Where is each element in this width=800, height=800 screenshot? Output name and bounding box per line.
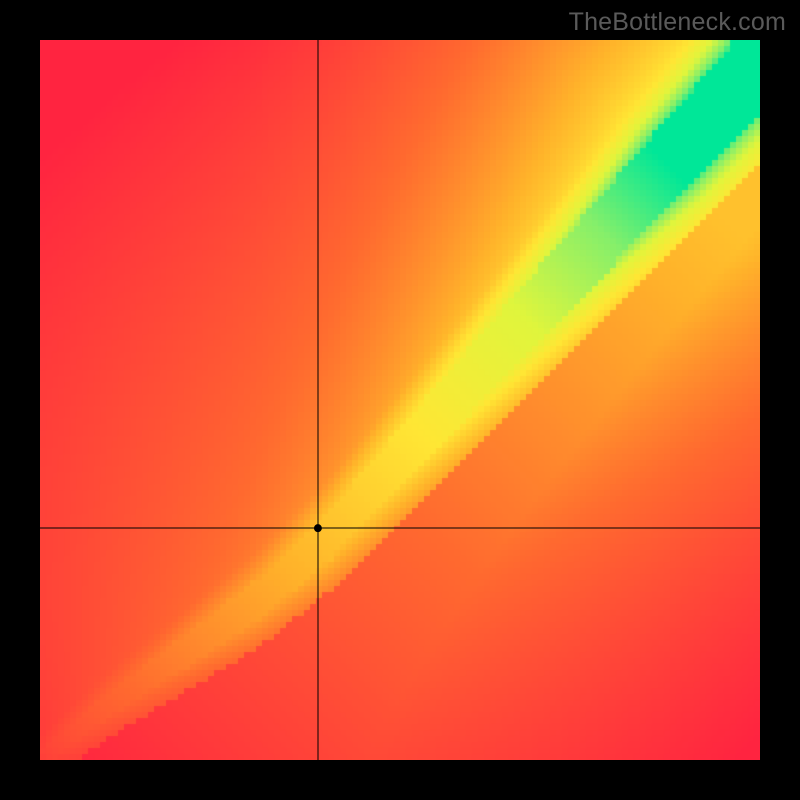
watermark: TheBottleneck.com: [569, 8, 786, 37]
bottleneck-heatmap: [40, 40, 760, 760]
